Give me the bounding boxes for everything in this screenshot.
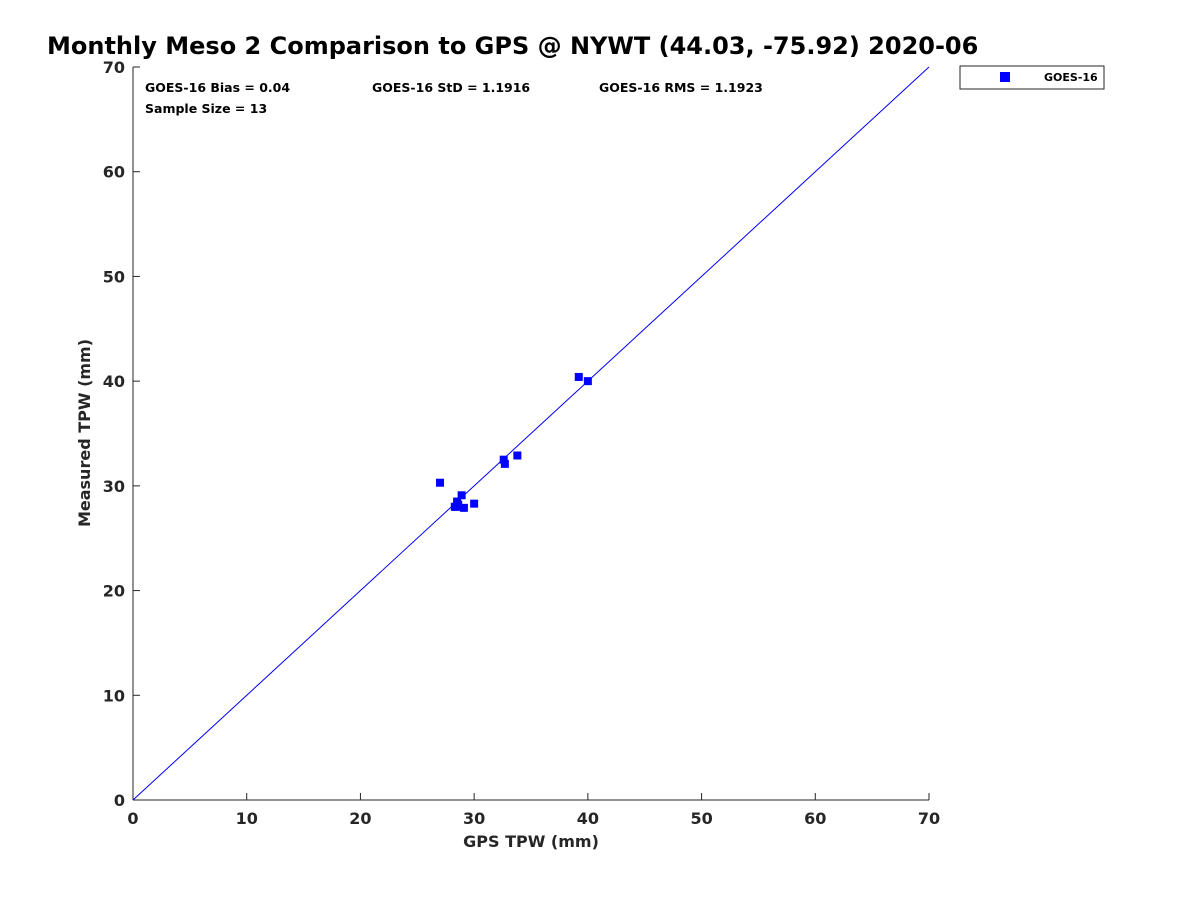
x-axis-label: GPS TPW (mm): [463, 832, 599, 851]
x-tick-label: 50: [690, 809, 712, 828]
y-tick-label: 30: [103, 477, 125, 496]
rms-annotation: GOES-16 RMS = 1.1923: [599, 80, 763, 95]
x-tick-label: 70: [918, 809, 940, 828]
legend-marker-goes-16: [1000, 72, 1010, 82]
axes: [132, 67, 929, 801]
x-tick-label: 20: [349, 809, 371, 828]
y-tick-label: 60: [103, 163, 125, 182]
data-point: [583, 377, 592, 386]
chart-title: Monthly Meso 2 Comparison to GPS @ NYWT …: [47, 32, 978, 60]
legend: GOES-16: [959, 65, 1105, 90]
y-tick-label: 40: [103, 372, 125, 391]
data-point: [513, 451, 522, 460]
bias-annotation: GOES-16 Bias = 0.04: [145, 80, 290, 95]
y-tick-label: 0: [114, 791, 125, 810]
data-point: [436, 478, 445, 487]
data-point: [499, 455, 508, 464]
data-point: [470, 499, 479, 508]
ticks: 0 10 20 30 40 50 60 70 0 10 20 30 40 50 60 70: [103, 58, 940, 828]
y-tick-label: 20: [103, 582, 125, 601]
x-tick-label: 10: [236, 809, 258, 828]
y-tick-label: 10: [103, 686, 125, 705]
y-axis-label: Measured TPW (mm): [75, 339, 94, 527]
y-tick-label: 70: [103, 58, 125, 77]
x-tick-label: 60: [804, 809, 826, 828]
legend-label-goes-16: GOES-16: [1044, 71, 1098, 84]
legend-box: [959, 65, 1105, 90]
data-point: [459, 503, 468, 512]
data-points: [436, 372, 592, 512]
y-tick-label: 50: [103, 267, 125, 286]
data-point: [451, 502, 460, 511]
data-point: [574, 372, 583, 381]
x-tick-label: 30: [463, 809, 485, 828]
x-tick-label: 40: [577, 809, 599, 828]
one-to-one-line: [132, 66, 930, 801]
data-point: [457, 491, 466, 500]
data-point: [500, 459, 509, 468]
sample-size-annotation: Sample Size = 13: [145, 101, 267, 116]
x-tick-label: 0: [127, 809, 138, 828]
std-annotation: GOES-16 StD = 1.1916: [372, 80, 530, 95]
